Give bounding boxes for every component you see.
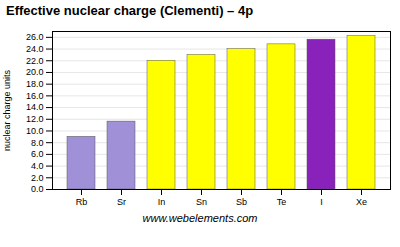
html-text:www.webelements.com: www.webelements.com	[142, 212, 258, 224]
svg-text:18.0: 18.0	[26, 79, 44, 89]
svg-text:12.0: 12.0	[26, 114, 44, 124]
svg-text:nuclear charge units: nuclear charge units	[2, 69, 12, 151]
svg-text:I: I	[320, 197, 323, 207]
svg-text:4.0: 4.0	[31, 161, 44, 171]
html-text:Effective nuclear charge (Clem: Effective nuclear charge (Clementi) – 4p	[6, 3, 254, 18]
svg-text:2.0: 2.0	[31, 173, 44, 183]
svg-text:Te: Te	[277, 197, 287, 207]
svg-text:Sb: Sb	[236, 197, 247, 207]
svg-text:Xe: Xe	[356, 197, 367, 207]
svg-text:24.0: 24.0	[26, 44, 44, 54]
svg-text:16.0: 16.0	[26, 91, 44, 101]
svg-text:Sr: Sr	[117, 197, 126, 207]
svg-text:0.0: 0.0	[31, 184, 44, 194]
svg-text:10.0: 10.0	[26, 126, 44, 136]
svg-text:14.0: 14.0	[26, 102, 44, 112]
svg-text:22.0: 22.0	[26, 56, 44, 66]
svg-text:8.0: 8.0	[31, 138, 44, 148]
svg-text:Rb: Rb	[76, 197, 88, 207]
svg-text:26.0: 26.0	[26, 32, 44, 42]
svg-text:Sn: Sn	[196, 197, 207, 207]
svg-text:6.0: 6.0	[31, 149, 44, 159]
svg-text:In: In	[158, 197, 166, 207]
svg-text:20.0: 20.0	[26, 67, 44, 77]
